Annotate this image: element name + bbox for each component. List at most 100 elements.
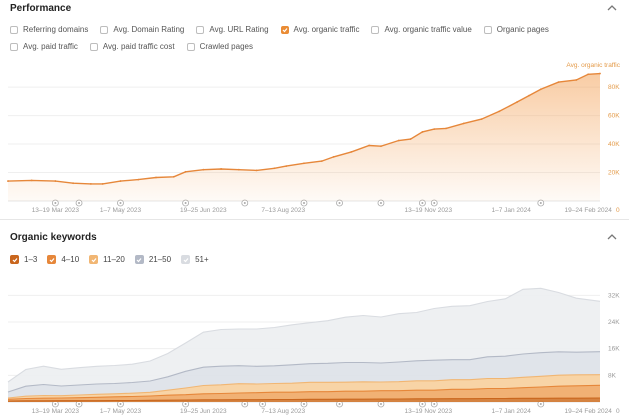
y-tick-label: 20K xyxy=(608,170,620,177)
section-divider xyxy=(0,219,629,220)
x-tick-label: 13–19 Mar 2023 xyxy=(32,207,80,214)
legend-label: 11–20 xyxy=(103,255,125,264)
annotation-marker-icon[interactable] xyxy=(75,199,83,207)
legend-item-21-50[interactable]: 21–50 xyxy=(134,255,171,264)
traffic-point xyxy=(409,138,412,140)
checkbox-icon[interactable] xyxy=(10,25,18,34)
metric-checkbox-referring-domains[interactable]: Referring domains xyxy=(10,25,88,34)
y-tick-label: 60K xyxy=(608,113,620,120)
metric-checkbox-avg-url-rating[interactable]: Avg. URL Rating xyxy=(196,25,269,34)
metric-label: Avg. organic traffic value xyxy=(384,25,472,34)
metric-checkbox-crawled-pages[interactable]: Crawled pages xyxy=(186,42,253,51)
traffic-point xyxy=(172,175,175,178)
traffic-point xyxy=(498,110,501,113)
metric-checkbox-avg-paid-traffic-cost[interactable]: Avg. paid traffic cost xyxy=(89,42,175,51)
x-tick-label: 13–19 Nov 2023 xyxy=(404,408,452,415)
checkbox-icon[interactable] xyxy=(100,25,109,34)
traffic-point xyxy=(30,179,33,182)
checkbox-icon[interactable] xyxy=(10,42,18,51)
x-tick-label: 19–25 Jun 2023 xyxy=(180,207,227,214)
legend-item-51[interactable]: 51+ xyxy=(181,255,209,264)
checkbox-checked-icon[interactable] xyxy=(181,255,191,264)
x-tick-label: 1–7 Jan 2024 xyxy=(491,408,531,415)
traffic-point xyxy=(397,139,400,142)
traffic-point xyxy=(202,168,205,171)
traffic-point xyxy=(220,168,223,170)
traffic-point xyxy=(587,73,590,76)
x-tick-label: 1–7 May 2023 xyxy=(100,408,142,415)
checkbox-checked-icon[interactable] xyxy=(280,25,289,34)
x-tick-label: 19–24 Feb 2024 xyxy=(564,207,612,214)
annotation-marker-icon[interactable] xyxy=(430,400,438,408)
checkbox-icon[interactable] xyxy=(186,42,195,51)
annotation-marker-icon[interactable] xyxy=(75,400,83,408)
series-area-11-20 xyxy=(8,374,600,400)
metric-checkbox-avg-organic-traffic-value[interactable]: Avg. organic traffic value xyxy=(371,25,472,34)
traffic-point xyxy=(119,180,122,182)
y-tick-label: 16K xyxy=(608,346,620,353)
metric-label: Avg. paid traffic cost xyxy=(102,42,175,51)
traffic-point xyxy=(137,178,140,181)
traffic-point xyxy=(539,88,542,91)
annotation-marker-icon[interactable] xyxy=(117,199,124,207)
traffic-point xyxy=(557,81,560,84)
traffic-point xyxy=(528,94,530,97)
metric-checkbox-avg-organic-traffic[interactable]: Avg. organic traffic xyxy=(280,25,360,34)
y-tick-label: 32K xyxy=(608,292,620,299)
y-tick-label: 40K xyxy=(608,141,620,148)
series-line-11-20 xyxy=(7,374,601,399)
legend-item-1-3[interactable]: 1–3 xyxy=(10,255,37,264)
series-area-4-10 xyxy=(8,385,600,401)
keywords-title: Organic keywords xyxy=(10,232,97,243)
x-tick-label: 1–7 May 2023 xyxy=(100,207,142,214)
traffic-point xyxy=(480,118,483,121)
metric-checkbox-organic-pages[interactable]: Organic pages xyxy=(483,25,549,34)
traffic-point xyxy=(7,180,9,182)
x-tick-label: 1–7 Jan 2024 xyxy=(491,207,531,214)
metrics-row-1: Referring domains Avg. Domain Rating Avg. … xyxy=(10,25,561,34)
traffic-point xyxy=(368,144,371,147)
metrics-row-2: Avg. paid traffic Avg. paid traffic cost C… xyxy=(10,42,265,51)
traffic-point xyxy=(184,170,187,173)
metric-label: Avg. organic traffic xyxy=(293,25,360,34)
x-tick-label: 7–13 Aug 2023 xyxy=(261,408,305,415)
metric-label: Organic pages xyxy=(496,25,549,34)
annotation-marker-icon[interactable] xyxy=(418,400,426,408)
traffic-point xyxy=(462,122,465,125)
chevron-up-icon[interactable] xyxy=(605,2,619,14)
checkbox-icon[interactable] xyxy=(89,42,98,51)
metric-label: Crawled pages xyxy=(199,42,253,51)
checkbox-icon[interactable] xyxy=(371,25,380,34)
legend-item-11-20[interactable]: 11–20 xyxy=(89,255,125,264)
traffic-point xyxy=(380,145,382,148)
traffic-point xyxy=(350,150,353,153)
traffic-point xyxy=(516,101,519,103)
traffic-point xyxy=(255,169,258,172)
checkbox-checked-icon[interactable] xyxy=(134,255,144,264)
organic-traffic-chart: 20K 40K 60K 80K 0 13–19 Mar 2023 1–7 May 2023 1… xyxy=(7,62,621,214)
legend-item-4-10[interactable]: 4–10 xyxy=(47,255,79,264)
series-line-51 xyxy=(7,287,601,383)
traffic-point xyxy=(155,176,157,179)
checkbox-checked-icon[interactable] xyxy=(10,255,19,264)
metric-checkbox-avg-domain-rating[interactable]: Avg. Domain Rating xyxy=(100,25,184,34)
series-line-21-50 xyxy=(7,351,601,393)
traffic-point xyxy=(273,167,276,170)
traffic-point xyxy=(89,183,92,185)
metric-checkbox-avg-paid-traffic[interactable]: Avg. paid traffic xyxy=(10,42,78,51)
annotation-marker-icon[interactable] xyxy=(51,199,59,207)
y-zero-label: 0 xyxy=(616,408,620,415)
checkbox-checked-icon[interactable] xyxy=(89,255,99,264)
checkbox-checked-icon[interactable] xyxy=(47,255,57,264)
performance-title: Performance xyxy=(10,3,72,14)
traffic-point xyxy=(320,160,323,163)
checkbox-icon[interactable] xyxy=(483,25,492,34)
checkbox-icon[interactable] xyxy=(196,25,205,34)
traffic-point xyxy=(303,162,305,165)
keyword-position-legend: 1–3 4–10 11–20 21–50 51+ xyxy=(10,255,219,264)
metric-label: Avg. URL Rating xyxy=(209,25,269,34)
x-tick-label: 19–24 Feb 2024 xyxy=(564,408,612,415)
traffic-point xyxy=(433,128,436,130)
series-line-1-3 xyxy=(7,397,601,402)
chevron-up-icon[interactable] xyxy=(605,231,619,243)
